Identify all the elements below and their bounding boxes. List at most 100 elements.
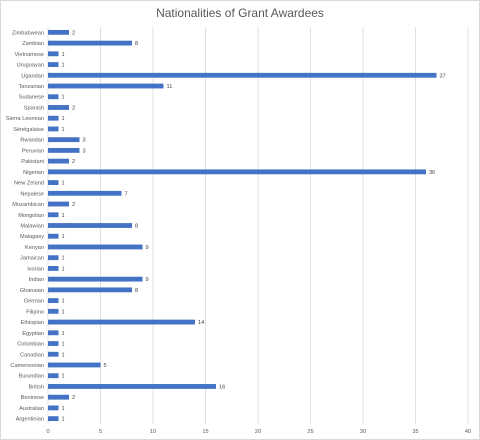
category-label: Sénégalaise	[13, 127, 44, 133]
category-label: Egyptian	[22, 331, 44, 337]
bar	[48, 416, 59, 422]
category-label: Rwandan	[20, 138, 44, 144]
bar	[48, 287, 132, 293]
bar	[48, 83, 164, 89]
category-label: Ghanaian	[20, 288, 44, 294]
category-label: Sierra Leonean	[6, 116, 44, 122]
x-tick-label: 5	[99, 429, 102, 435]
bar	[48, 29, 69, 35]
x-tick-labels: 0 5 10 15 20 25 30 35 40	[46, 429, 471, 435]
data-label: 36	[429, 170, 435, 176]
category-label: Beninese	[21, 395, 44, 401]
category-label: Malawian	[20, 224, 44, 230]
category-label: Ugandan	[21, 73, 44, 79]
category-labels: Zimbabwean Zambian Vietnamese Uruguayan Ugan…	[6, 30, 44, 422]
bar	[48, 40, 132, 46]
bars	[48, 29, 437, 422]
data-label: 3	[83, 148, 86, 154]
data-label: 1	[62, 63, 65, 69]
data-label: 9	[146, 277, 149, 283]
category-label: Nepalese	[20, 191, 44, 197]
data-label: 5	[104, 363, 107, 369]
category-label: Uruguayan	[17, 63, 44, 69]
data-label: 1	[62, 213, 65, 219]
category-label: Ethiopian	[21, 320, 44, 326]
data-label: 37	[440, 73, 446, 79]
bar	[48, 394, 69, 400]
bar	[48, 115, 59, 121]
category-label: Malagasy	[20, 234, 44, 240]
bar	[48, 384, 216, 389]
data-label: 1	[62, 309, 65, 315]
data-label: 8	[135, 41, 138, 47]
data-label: 2	[72, 395, 75, 401]
category-label: Tanzanian	[18, 84, 44, 90]
data-label: 11	[167, 84, 173, 90]
data-label: 8	[135, 288, 138, 294]
bar	[48, 72, 437, 78]
x-tick-label: 40	[465, 429, 471, 435]
category-label: Zambian	[22, 41, 44, 47]
data-label: 1	[62, 374, 65, 380]
category-label: Ivorian	[27, 266, 44, 272]
category-label: Zimbabwean	[12, 30, 44, 36]
x-tick-label: 10	[150, 429, 156, 435]
bar	[48, 351, 59, 357]
bar	[48, 244, 143, 250]
category-label: British	[28, 384, 44, 390]
bar	[48, 319, 195, 325]
data-label: 1	[62, 299, 65, 305]
category-label: Canadian	[20, 352, 44, 358]
data-label: 9	[146, 245, 149, 251]
category-label: New Zeland	[14, 181, 44, 187]
data-label: 1	[62, 342, 65, 348]
category-label: Pakistani	[21, 159, 44, 165]
bar	[48, 147, 80, 153]
bar	[48, 266, 59, 271]
data-label: 1	[62, 417, 65, 423]
data-label: 1	[62, 181, 65, 187]
grid-lines	[47, 27, 469, 424]
data-label: 1	[62, 95, 65, 101]
bar	[48, 62, 59, 67]
category-label: Mozambican	[12, 202, 44, 208]
x-tick-label: 20	[255, 429, 261, 435]
category-label: Indian	[29, 277, 44, 283]
bar	[48, 362, 101, 368]
category-label: Nigerian	[23, 170, 44, 176]
bar	[48, 405, 59, 411]
category-label: Sudanese	[19, 95, 44, 101]
bar	[48, 330, 59, 336]
bar	[48, 223, 132, 228]
chart-title: Nationalities of Grant Awardees	[156, 6, 324, 20]
bar	[48, 255, 59, 261]
category-label: Kenyan	[25, 245, 44, 251]
category-label: German	[24, 299, 44, 305]
bar	[48, 308, 59, 314]
data-label: 1	[62, 406, 65, 412]
bar	[48, 169, 426, 175]
bar	[48, 233, 59, 239]
bar	[48, 105, 69, 110]
category-label: Filipino	[26, 309, 44, 315]
data-label: 1	[62, 256, 65, 262]
data-label: 8	[135, 224, 138, 230]
x-tick-label: 0	[46, 429, 49, 435]
bar	[48, 126, 59, 132]
category-label: Australian	[19, 406, 44, 412]
data-label: 3	[83, 138, 86, 144]
data-label: 1	[62, 116, 65, 122]
bar	[48, 373, 59, 379]
category-label: Cameroonian	[10, 363, 44, 369]
data-label: 2	[72, 159, 75, 165]
data-label: 1	[62, 331, 65, 337]
data-label: 1	[62, 352, 65, 358]
bar	[48, 180, 59, 185]
bar	[48, 298, 59, 304]
category-label: Argentinian	[16, 417, 44, 423]
bar	[48, 190, 122, 196]
data-label: 14	[198, 320, 204, 326]
data-label: 1	[62, 234, 65, 240]
x-tick-label: 30	[360, 429, 366, 435]
